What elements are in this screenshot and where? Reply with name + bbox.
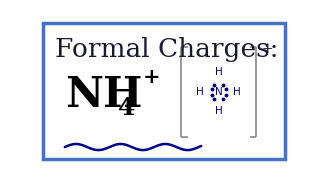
Text: +: +	[262, 42, 274, 56]
Text: H: H	[215, 106, 222, 116]
Text: Formal Charges:: Formal Charges:	[55, 37, 278, 62]
Text: H: H	[196, 87, 204, 97]
Text: 4: 4	[118, 96, 135, 120]
Text: H: H	[233, 87, 241, 97]
Text: NH: NH	[65, 74, 142, 116]
Text: +: +	[143, 67, 161, 87]
Text: N: N	[215, 87, 222, 97]
Text: H: H	[215, 67, 222, 77]
